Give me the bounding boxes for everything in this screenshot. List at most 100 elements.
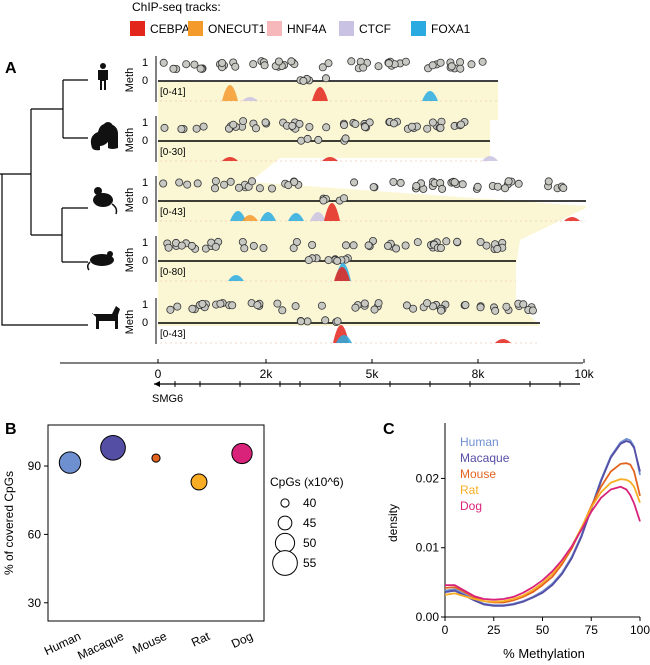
- panel-c-ylabel: density: [386, 504, 400, 542]
- cpg-dot: [374, 62, 383, 71]
- panel-c: C density % Methylation 0 25 50 75 100 0.00 0.…: [383, 421, 650, 661]
- cpg-dot: [259, 243, 268, 252]
- cpg-dot: [349, 241, 358, 250]
- panel-c-xtick-label: 0: [442, 623, 449, 637]
- cpg-dot: [333, 317, 342, 326]
- macaque-icon-head: [103, 122, 113, 132]
- cpg-dot: [384, 59, 393, 68]
- panel-b-label: B: [5, 421, 17, 438]
- cpg-dot: [255, 184, 264, 193]
- cpg-dot: [401, 241, 410, 250]
- cpg-dot: [218, 59, 227, 68]
- size-legend-circle: [272, 550, 298, 576]
- peak-cebpa: [324, 203, 340, 221]
- cpg-dot: [183, 180, 192, 189]
- dog-icon-body: [92, 306, 120, 329]
- cpg-dot: [360, 123, 369, 132]
- genomic-axis-tick-label: 5k: [366, 367, 380, 381]
- cpg-dot: [273, 299, 282, 308]
- cpg-dot: [458, 180, 467, 189]
- cpg-dot: [409, 304, 418, 313]
- cpg-dot: [173, 302, 182, 311]
- cpg-dot: [436, 58, 445, 67]
- cpg-dot: [514, 179, 523, 188]
- legend-label-foxa1: FOXA1: [431, 22, 471, 36]
- cpg-dot: [296, 317, 305, 326]
- point-dog: [231, 442, 253, 465]
- panel-c-ytick-label: 0.02: [416, 471, 440, 485]
- cpg-dot: [267, 184, 276, 193]
- panel-a: A Meth10[0-41]Meth10[0-30]Meth10[0-43]Me…: [0, 56, 595, 405]
- cpg-dot: [164, 243, 173, 252]
- peak-foxa1: [336, 335, 352, 343]
- peak-cebpa: [334, 267, 350, 281]
- methylation-dots: [166, 299, 537, 326]
- cpg-dot: [317, 301, 326, 310]
- cpg-dot: [374, 299, 383, 308]
- cpg-dot: [199, 122, 208, 131]
- legend-title: ChIP-seq tracks:: [132, 0, 221, 14]
- cpg-dot: [396, 178, 405, 187]
- legend-swatch-ctcf: [339, 21, 354, 36]
- cpg-dot: [260, 61, 269, 70]
- cpg-dot: [500, 184, 509, 193]
- rat-icon-ear: [107, 251, 113, 257]
- human-icon: [98, 63, 108, 90]
- meth-label: Meth: [124, 248, 136, 272]
- rat-icon-body: [90, 254, 114, 266]
- panel-b-xtick-label: Mouse: [130, 629, 169, 657]
- cpg-dot: [177, 125, 186, 134]
- methylation-dots: [159, 57, 487, 85]
- panel-b-ytick-label: 60: [28, 527, 42, 541]
- cpg-dot: [182, 60, 191, 69]
- cpg-dot: [169, 64, 178, 73]
- meth-tick-zero: 0: [142, 195, 148, 207]
- panel-b-ytick-label: 30: [28, 596, 42, 610]
- cpg-dot: [360, 299, 369, 308]
- meth-label: Meth: [124, 68, 136, 92]
- track-range: [0-43]: [160, 329, 186, 340]
- cpg-dot: [559, 183, 568, 192]
- cpg-dot: [324, 59, 333, 68]
- cpg-dot: [210, 184, 219, 193]
- cpg-dot: [333, 256, 342, 265]
- smg6-gene-label: SMG6: [152, 393, 183, 405]
- cpg-dot: [193, 179, 202, 188]
- cpg-dot: [226, 177, 235, 186]
- cpg-dot: [461, 300, 470, 309]
- cpg-dot: [251, 124, 260, 133]
- meth-label: Meth: [124, 188, 136, 212]
- size-legend-title: CpGs (x10^6): [270, 475, 344, 489]
- cpg-dot: [303, 317, 312, 326]
- cpg-dot: [288, 121, 297, 130]
- peak-onecut1: [242, 215, 258, 221]
- cpg-dot: [322, 123, 331, 132]
- panel-b-frame: [47, 424, 265, 622]
- cpg-dot: [436, 123, 445, 132]
- cpg-dot: [299, 76, 308, 85]
- highlight-band-3: [158, 208, 586, 266]
- panel-b-ylabel: % of covered CpGs: [2, 471, 16, 575]
- meth-tick-one: 1: [142, 117, 148, 129]
- peak-ctcf: [242, 97, 258, 101]
- cpg-dot: [383, 241, 392, 250]
- cpg-dot: [456, 58, 465, 67]
- cpg-dot: [305, 123, 314, 132]
- peak-cebpa: [322, 157, 338, 161]
- cpg-dot: [274, 57, 283, 66]
- cpg-dot: [231, 62, 240, 71]
- genomic-axis-tick-label: 0: [155, 367, 162, 381]
- cpg-dot: [287, 57, 296, 66]
- track-macaque: Meth 1 0 [0-30]: [90, 116, 498, 162]
- cpg-dot: [491, 306, 500, 315]
- cpg-dot: [365, 118, 374, 127]
- cpg-dot: [160, 123, 169, 132]
- legend-label-ctcf: CTCF: [359, 22, 391, 36]
- cpg-dot: [453, 237, 462, 246]
- cpg-dot: [261, 118, 270, 127]
- size-legend-label: 45: [303, 516, 317, 530]
- cpg-dot: [291, 302, 300, 311]
- cpg-dot: [442, 237, 451, 246]
- panel-c-xlabel: % Methylation: [503, 646, 585, 661]
